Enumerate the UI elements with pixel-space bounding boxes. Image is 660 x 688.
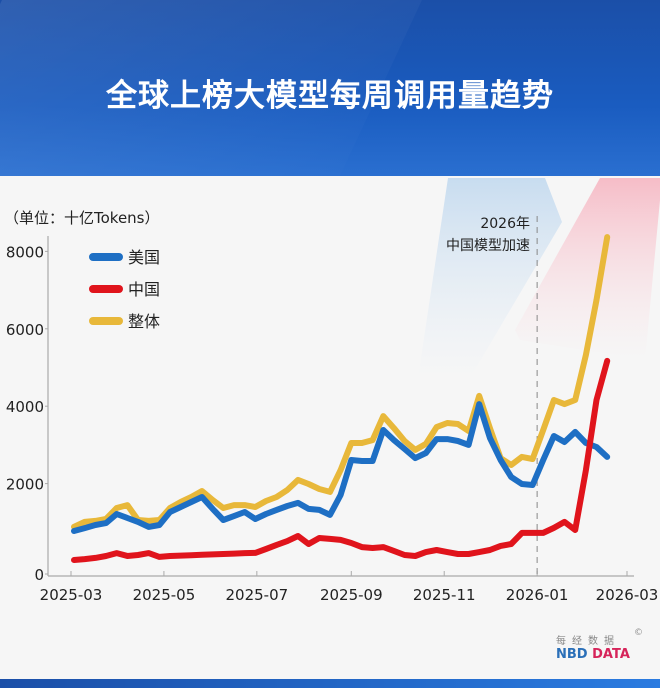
logo-nbd: NBD	[556, 647, 588, 662]
x-tick-label: 2026-03	[596, 586, 659, 604]
legend-label: 中国	[128, 280, 160, 299]
copyright-mark: ©	[634, 628, 643, 638]
logo-cn: 每经数据	[556, 636, 620, 647]
legend-label: 美国	[128, 248, 160, 267]
nbd-data-logo: 每经数据 NBD DATA ©	[556, 628, 656, 662]
x-tick-label: 2025-09	[320, 586, 383, 604]
y-tick-label: 4000	[6, 398, 44, 416]
page-title: 全球上榜大模型每周调用量趋势	[106, 78, 554, 114]
unit-label: （单位：十亿Tokens）	[4, 209, 160, 227]
y-tick-label: 2000	[6, 476, 44, 494]
red-decoration	[515, 178, 660, 360]
footer-bar	[0, 679, 660, 688]
y-tick-label: 6000	[6, 321, 44, 339]
y-tick-label: 8000	[6, 243, 44, 261]
annotation-line-2: 中国模型加速	[446, 238, 530, 254]
series-line-china	[71, 357, 611, 563]
x-tick-label: 2026-01	[506, 586, 569, 604]
series-line-us	[71, 401, 611, 534]
y-tick-label: 0	[34, 566, 44, 584]
x-tick-label: 2025-03	[40, 586, 103, 604]
x-tick-label: 2025-11	[413, 586, 476, 604]
logo-data: DATA	[592, 647, 630, 662]
annotation-line-1: 2026年	[480, 216, 530, 232]
x-tick-label: 2025-05	[133, 586, 196, 604]
header-banner: 全球上榜大模型每周调用量趋势	[0, 0, 660, 176]
legend-label: 整体	[128, 312, 160, 331]
blue-decoration	[418, 178, 562, 378]
x-tick-label: 2025-07	[225, 586, 288, 604]
